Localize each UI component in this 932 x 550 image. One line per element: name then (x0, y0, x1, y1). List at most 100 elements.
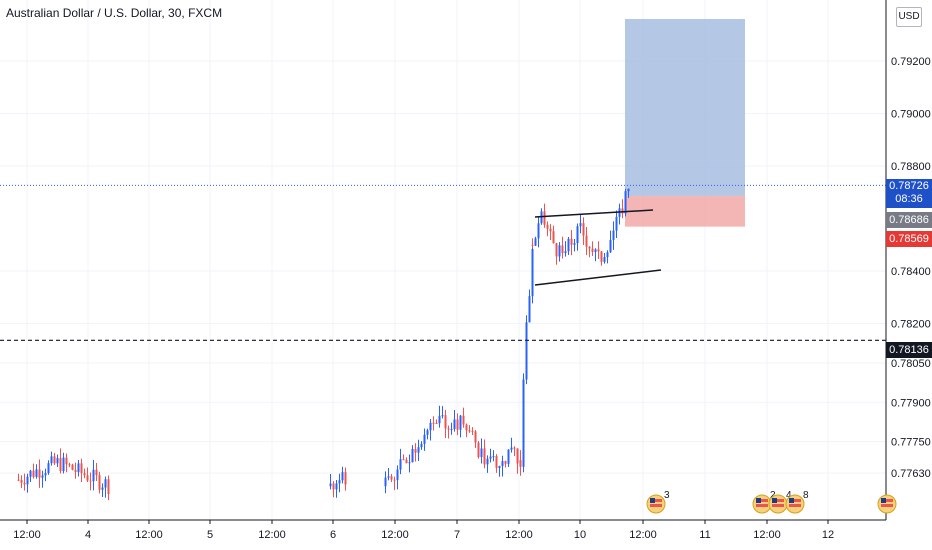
candle-body (603, 257, 606, 262)
candle-body (570, 238, 573, 245)
candle-body (516, 448, 519, 464)
candle-body (468, 430, 471, 432)
candle-body (513, 447, 516, 449)
event-icon[interactable]: 2 (752, 490, 776, 514)
candle-body (441, 415, 444, 417)
flag-stripe (650, 499, 662, 502)
candle-body (573, 243, 576, 245)
candle-body (38, 469, 41, 478)
event-count: 3 (664, 490, 670, 501)
candle-body (588, 246, 591, 249)
last-price-tag: 0.78726 08:36 (886, 179, 932, 208)
candle-body (567, 238, 570, 252)
candle-body (393, 479, 396, 481)
candle-body (50, 456, 53, 464)
candle-body (432, 422, 435, 424)
candle-body (402, 459, 405, 461)
candle-body (56, 458, 59, 464)
candle-body (77, 463, 80, 472)
horizontal-level-tag: 0.78136 (886, 342, 932, 358)
candle-body (561, 245, 564, 254)
flag-stripe (756, 499, 768, 502)
candle-body (17, 479, 20, 481)
candle-body (438, 415, 441, 424)
candle-body (29, 470, 32, 477)
candle-body (429, 422, 432, 431)
time-tick-label: 12:00 (381, 529, 409, 541)
candle-body (549, 228, 552, 232)
flag-stripe (756, 504, 768, 507)
channel-upper-line[interactable] (534, 209, 654, 218)
time-tick-label: 10 (574, 529, 586, 541)
candle-body (435, 422, 438, 424)
candles (17, 188, 630, 501)
axes (0, 0, 887, 521)
candle-body (390, 476, 393, 480)
candle-body (555, 243, 558, 257)
channel-lower-line[interactable] (534, 269, 662, 286)
candle-body (462, 415, 465, 425)
time-tick-label: 11 (699, 529, 710, 541)
candle-body (44, 473, 47, 476)
candle-body (338, 480, 341, 484)
price-tick-label: 0.77630 (891, 468, 931, 480)
candle-body (53, 456, 56, 464)
target-zone[interactable] (625, 19, 745, 196)
candle-body (62, 457, 65, 472)
candle-body (471, 430, 474, 432)
candle-body (525, 322, 528, 380)
candle-body (68, 464, 71, 466)
candle-body (417, 447, 420, 453)
candle-body (612, 230, 615, 240)
candle-body (420, 443, 423, 448)
price-tick-label: 0.78400 (891, 266, 931, 278)
last-price-value: 0.78726 (889, 180, 929, 192)
candle-body (552, 231, 555, 244)
candle-body (32, 470, 35, 477)
candle-body (405, 459, 408, 464)
candle-body (606, 252, 609, 258)
flag-stripe (772, 499, 784, 502)
candle-body (465, 424, 468, 431)
candle-body (501, 461, 504, 467)
candle-body (624, 191, 627, 214)
flag-stripe (881, 504, 893, 507)
stop-zone[interactable] (625, 195, 745, 227)
currency-button[interactable]: USD (896, 7, 922, 27)
event-icon[interactable] (877, 494, 897, 514)
candle-body (98, 475, 101, 490)
price-tick-label: 0.77750 (891, 437, 931, 449)
candle-body (423, 434, 426, 444)
candle-body (489, 456, 492, 459)
candle-body (332, 483, 335, 490)
candle-body (329, 483, 332, 487)
event-icon[interactable]: 8 (785, 490, 809, 514)
grid-lines (0, 0, 886, 520)
time-tick-label: 12:00 (505, 529, 533, 541)
candle-body (101, 487, 104, 490)
candle-body (335, 483, 338, 490)
candle-body (579, 223, 582, 227)
candle-body (408, 462, 411, 464)
candle-body (582, 223, 585, 236)
chart-title: Australian Dollar / U.S. Dollar, 30, FXC… (6, 6, 223, 20)
time-tick-label: 12:00 (135, 529, 163, 541)
candle-body (414, 449, 417, 453)
position-zones[interactable] (625, 19, 745, 227)
candle-body (396, 469, 399, 480)
price-tick-label: 0.77900 (891, 397, 931, 409)
flag-stripe (789, 504, 801, 507)
drawn-lines[interactable] (0, 184, 886, 341)
candle-body (531, 249, 534, 297)
candle-body (597, 249, 600, 252)
candle-body (591, 248, 594, 253)
candle-body (594, 249, 597, 253)
candle-body (384, 477, 387, 487)
candle-body (531, 244, 534, 246)
candle-body (341, 472, 344, 481)
candle-body (65, 457, 68, 465)
time-tick-label: 12:00 (629, 529, 657, 541)
event-icon[interactable]: 3 (646, 490, 670, 514)
